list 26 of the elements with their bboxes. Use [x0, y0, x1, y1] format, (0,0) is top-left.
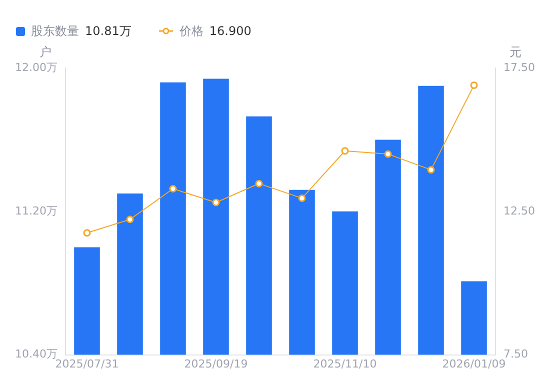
- text: 16.900: [209, 24, 252, 38]
- y2-tick-label: 7.50: [504, 348, 528, 361]
- y-tick-label: 12.00万: [14, 60, 58, 74]
- point: [83, 229, 91, 237]
- point: [212, 198, 220, 206]
- y-tick-label: 11.20万: [14, 204, 58, 218]
- legend-label: 股东数量: [31, 22, 79, 40]
- text: 10.81万: [85, 22, 132, 40]
- legend-label: 价格: [179, 22, 204, 40]
- point: [126, 216, 134, 224]
- point: [384, 150, 392, 158]
- y2-axis-title: 元: [510, 45, 522, 59]
- point: [341, 147, 349, 155]
- point: [427, 166, 435, 174]
- x-tick-label: 2026/01/09: [442, 357, 506, 370]
- y-tick-label: 10.40万: [14, 348, 58, 361]
- y-axis-title: 户: [39, 45, 52, 59]
- y2-tick-label: 17.50: [504, 60, 536, 74]
- x-tick-label: 2025/07/31: [55, 357, 119, 370]
- point: [298, 194, 306, 202]
- x-tick-label: 2025/09/19: [184, 357, 248, 370]
- point: [255, 180, 263, 188]
- point: [169, 184, 177, 192]
- point: [470, 81, 478, 89]
- x-tick-label: 2025/11/10: [313, 357, 377, 370]
- y2-tick-label: 12.50: [504, 204, 536, 218]
